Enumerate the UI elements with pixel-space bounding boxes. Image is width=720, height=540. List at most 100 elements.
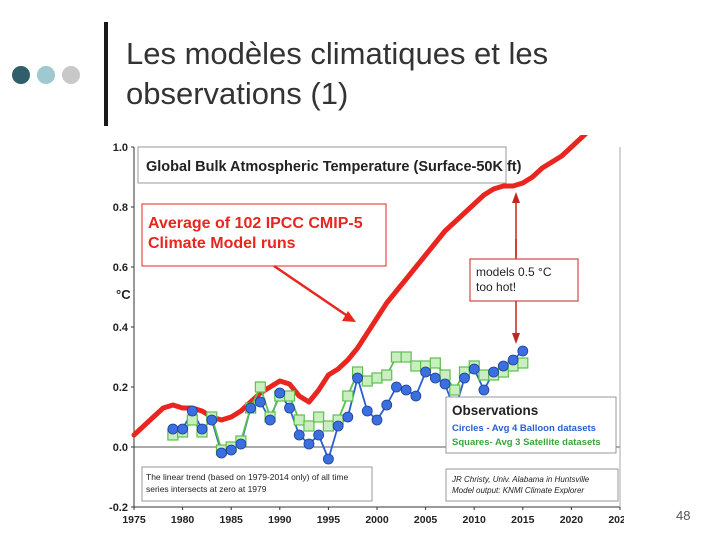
balloon-point <box>254 396 266 408</box>
chart-title: Global Bulk Atmospheric Temperature (Sur… <box>146 159 522 175</box>
balloon-point <box>284 402 295 414</box>
satellite-point <box>381 369 393 381</box>
satellite-point <box>400 351 412 363</box>
credit-note: JR Christy, Univ. Alabama in Huntsville M… <box>451 475 590 495</box>
balloon-point <box>293 429 305 441</box>
bullet-dot-grey <box>62 66 80 84</box>
balloon-point <box>410 390 422 402</box>
satellite-point <box>313 411 325 423</box>
balloon-point <box>488 366 500 378</box>
model-label: Average of 102 IPCC CMIP-5 Climate Model … <box>148 215 363 252</box>
bullet-dot-light <box>37 66 55 84</box>
slide-title-line1: Les modèles climatiques et les <box>126 36 549 71</box>
temperature-chart: -0.2 0.0 0.2 0.4 0.6 0.8 1.0 1975 1980 1985 1990 19… <box>104 135 624 535</box>
satellite-point <box>186 414 198 426</box>
y-tick-label: -0.2 <box>109 502 128 514</box>
balloon-point <box>177 423 188 435</box>
x-tick-label: 2010 <box>463 514 487 526</box>
balloon-point <box>206 414 218 426</box>
satellite-point <box>361 375 373 387</box>
balloon-point <box>400 384 412 396</box>
balloon-point <box>274 387 286 399</box>
y-tick-label: 0.0 <box>113 442 128 454</box>
modelLabel-line: Average of 102 IPCC CMIP-5 <box>148 215 363 232</box>
satellite-point <box>478 369 490 381</box>
balloon-point <box>225 444 237 456</box>
x-tick-label: 1980 <box>171 514 195 526</box>
gapLabel-line: models 0.5 °C <box>476 265 552 279</box>
x-tick-label: 2000 <box>365 514 389 526</box>
model-label-box <box>141 203 387 267</box>
balloon-point <box>303 438 315 450</box>
y-axis-label: °C <box>116 287 131 302</box>
slide-title-line2: observations (1) <box>126 76 349 111</box>
satellite-point <box>517 357 529 369</box>
y-tick-label: 0.2 <box>113 382 128 394</box>
trendNote-line: series intersects at zero at 1979 <box>146 484 267 494</box>
satellite-point <box>371 372 383 384</box>
satellite-point <box>439 369 451 381</box>
trend-note-box <box>141 466 373 502</box>
balloon-point <box>371 414 383 426</box>
x-tick-label: 1985 <box>220 514 244 526</box>
balloon-point <box>196 423 208 435</box>
balloon-point <box>245 402 257 414</box>
satellite-point <box>449 384 461 396</box>
y-tick-label: 0.6 <box>113 262 128 274</box>
credit-box <box>445 468 619 502</box>
balloon-point <box>264 414 276 426</box>
balloon-point <box>313 429 325 441</box>
balloon-point <box>391 381 402 393</box>
bullet-dot-dark <box>12 66 30 84</box>
gap-label: models 0.5 °C too hot! <box>476 265 552 294</box>
legend-squares: Squares- Avg 3 Satellite datasets <box>452 437 601 448</box>
gap-arrow-down-head <box>512 333 520 344</box>
gapLabel-line: too hot! <box>476 280 516 294</box>
balloon-point <box>507 354 519 366</box>
chart-ticks: -0.2 0.0 0.2 0.4 0.6 0.8 1.0 1975 1980 1985 1990 19… <box>109 142 624 526</box>
legend-title: Observations <box>452 403 538 418</box>
trend-note: The linear trend (based on 1979-2014 onl… <box>146 472 349 494</box>
balloon-point <box>420 366 432 378</box>
satellite-point <box>293 414 305 426</box>
balloon-point <box>235 438 247 450</box>
balloon-point <box>381 399 393 411</box>
x-tick-label: 2015 <box>511 514 535 526</box>
chart-title-box <box>137 146 507 184</box>
chart-series <box>131 135 589 465</box>
x-tick-label: 1995 <box>317 514 341 526</box>
balloon-point <box>342 411 354 423</box>
balloon-point <box>478 384 490 396</box>
satellite-point <box>390 351 403 363</box>
trendNote-line: The linear trend (based on 1979-2014 onl… <box>146 472 349 482</box>
model-arrow <box>273 264 353 321</box>
legend-box <box>445 396 617 454</box>
page-number: 48 <box>676 508 691 523</box>
slide-title: Les modèles climatiques et les observati… <box>126 34 548 114</box>
satellite-point <box>303 420 315 432</box>
x-tick-label: 2025 <box>608 514 624 526</box>
modelLabel-line: Climate Model runs <box>148 235 296 252</box>
y-tick-label: 1.0 <box>113 142 128 154</box>
balloon-point <box>352 372 363 384</box>
legend-circles: Circles - Avg 4 Balloon datasets <box>452 423 596 434</box>
satellite-point <box>254 381 266 393</box>
x-tick-label: 2020 <box>560 514 584 526</box>
satellite-point <box>283 390 296 402</box>
creditNote-line: Model output: KNMI Climate Explorer <box>452 486 584 495</box>
satellite-point <box>429 357 441 369</box>
balloon-point <box>322 453 334 465</box>
balloon-point <box>216 447 227 459</box>
slide-bullets <box>12 66 80 84</box>
balloon-point <box>439 378 451 390</box>
balloon-point <box>186 405 198 417</box>
satellite-point <box>322 420 334 432</box>
balloon-point <box>497 360 509 372</box>
satellite-point <box>342 390 354 402</box>
balloon-point <box>468 363 480 375</box>
x-tick-label: 2005 <box>414 514 438 526</box>
balloon-point <box>332 420 344 432</box>
gap-label-box <box>469 258 579 302</box>
balloon-point <box>361 405 373 417</box>
creditNote-line: JR Christy, Univ. Alabama in Huntsville <box>451 475 590 484</box>
